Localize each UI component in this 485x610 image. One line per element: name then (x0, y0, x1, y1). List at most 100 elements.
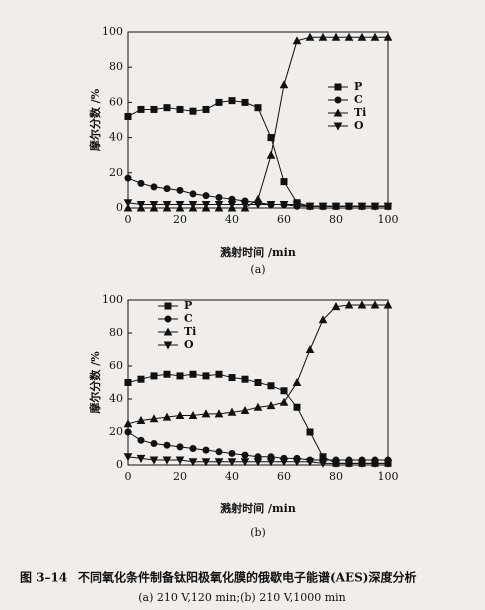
marker (189, 445, 197, 452)
legend-marker (163, 341, 173, 350)
marker (344, 300, 354, 309)
marker (227, 407, 237, 416)
marker (176, 443, 184, 451)
legend-label: P (354, 80, 362, 93)
legend-marker (333, 122, 343, 131)
y-tick-label: 0 (116, 201, 123, 214)
marker (215, 98, 223, 106)
marker (383, 459, 393, 468)
legend-label: C (184, 312, 193, 325)
marker (253, 402, 263, 411)
marker (215, 448, 223, 456)
marker (292, 200, 302, 210)
marker (305, 32, 315, 41)
marker (163, 441, 171, 449)
marker (214, 409, 224, 418)
marker (136, 454, 146, 463)
marker (241, 451, 249, 459)
y-tick-label: 60 (109, 95, 123, 108)
marker (383, 202, 393, 211)
x-axis-label: 溅射时间 /min (220, 245, 296, 259)
x-tick-label: 20 (173, 470, 187, 483)
marker (292, 36, 302, 45)
y-tick-label: 40 (109, 131, 123, 144)
marker (331, 302, 341, 311)
x-tick-label: 80 (329, 470, 343, 483)
marker (124, 428, 132, 436)
marker (370, 300, 380, 309)
marker (292, 377, 302, 386)
legend-marker (333, 108, 343, 117)
marker (279, 200, 289, 210)
legend-marker (334, 96, 342, 104)
marker (266, 401, 276, 410)
marker (383, 32, 393, 41)
y-tick-label: 80 (109, 60, 123, 73)
marker (267, 382, 275, 390)
marker (137, 375, 145, 383)
marker (331, 32, 341, 41)
legend-label: Ti (184, 325, 196, 338)
marker (357, 300, 367, 309)
legend-label: C (354, 93, 363, 106)
marker (175, 410, 185, 419)
marker (189, 190, 197, 198)
legend-label: O (184, 338, 194, 351)
marker (136, 200, 146, 210)
panel-label: (b) (250, 526, 266, 539)
plot-frame (127, 31, 389, 209)
marker (344, 32, 354, 41)
marker (189, 107, 197, 115)
marker (124, 379, 132, 386)
marker (150, 372, 158, 380)
marker (254, 379, 262, 386)
marker (227, 458, 237, 467)
marker (124, 112, 132, 120)
marker (214, 200, 224, 210)
marker (279, 458, 289, 467)
marker (370, 202, 380, 211)
marker (214, 458, 224, 467)
marker (357, 32, 367, 41)
marker (163, 185, 171, 193)
marker (305, 344, 315, 353)
x-axis-label: 溅射时间 /min (220, 501, 296, 515)
marker (124, 174, 132, 182)
marker (215, 370, 223, 378)
legend-marker (163, 327, 173, 336)
marker (201, 200, 211, 210)
marker (189, 370, 197, 378)
y-axis-label: 摩尔分数 /% (88, 88, 102, 151)
marker (188, 410, 198, 419)
y-tick-label: 80 (109, 326, 123, 339)
marker (215, 193, 223, 201)
figure-caption: 不同氧化条件制备钛阳极氧化膜的俄歇电子能谱(AES)深度分析 (78, 570, 416, 585)
marker (228, 374, 236, 382)
marker (279, 80, 289, 89)
x-tick-label: 0 (125, 470, 132, 483)
marker (266, 200, 276, 210)
marker (305, 458, 315, 467)
marker (149, 200, 159, 210)
legend-marker (164, 302, 172, 310)
marker (253, 458, 263, 467)
x-tick-label: 20 (173, 213, 187, 226)
marker (202, 192, 210, 200)
marker (175, 456, 185, 465)
y-tick-label: 40 (109, 392, 123, 405)
marker (266, 150, 276, 159)
marker (163, 370, 171, 378)
y-tick-label: 0 (116, 458, 123, 471)
y-tick-label: 20 (109, 425, 123, 438)
x-tick-label: 100 (378, 213, 399, 226)
marker (137, 105, 145, 113)
marker (188, 200, 198, 210)
marker (149, 414, 159, 423)
y-tick-label: 60 (109, 359, 123, 372)
marker (292, 458, 302, 467)
x-tick-label: 80 (329, 213, 343, 226)
marker (280, 178, 288, 186)
x-tick-label: 40 (225, 213, 239, 226)
marker (123, 203, 133, 212)
marker (383, 300, 393, 309)
